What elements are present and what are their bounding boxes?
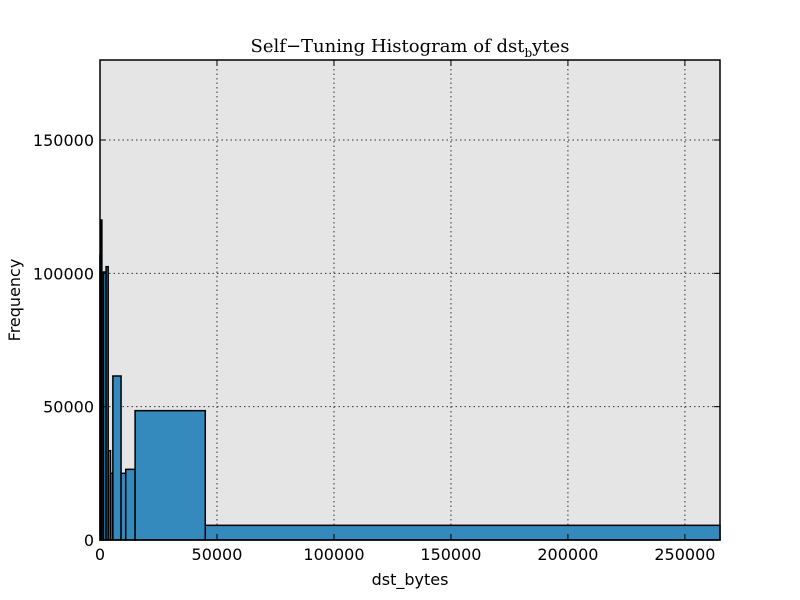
y-tick-label: 150000 [33, 131, 94, 150]
x-tick-label: 200000 [537, 545, 598, 564]
x-tick-label: 0 [95, 545, 105, 564]
y-tick-label: 100000 [33, 264, 94, 283]
x-tick-label: 50000 [192, 545, 243, 564]
plot-frame [99, 59, 721, 541]
x-axis-label: dst_bytes [372, 570, 449, 590]
x-tick-label: 100000 [303, 545, 364, 564]
x-tick-label: 150000 [420, 545, 481, 564]
histogram-bar [112, 375, 122, 541]
y-axis-label: Frequency [5, 259, 24, 342]
chart-title-tail: ytes [531, 36, 569, 57]
y-tick-label: 50000 [43, 398, 94, 417]
tick-labels: 0 50000 100000 150000 200000 250000 0 50000 1000… [33, 131, 716, 564]
chart-title-main: Self−Tuning Histogram of dst [251, 36, 526, 57]
chart-title-subscript: b [524, 46, 532, 60]
chart-title: Self−Tuning Histogram of dstbytes [251, 36, 570, 60]
x-tick-label: 250000 [654, 545, 715, 564]
histogram-bar [204, 524, 721, 541]
axis-ticks [99, 60, 720, 541]
histogram-bar [124, 468, 136, 541]
histogram-bar [134, 409, 207, 541]
y-tick-label: 0 [84, 531, 94, 550]
